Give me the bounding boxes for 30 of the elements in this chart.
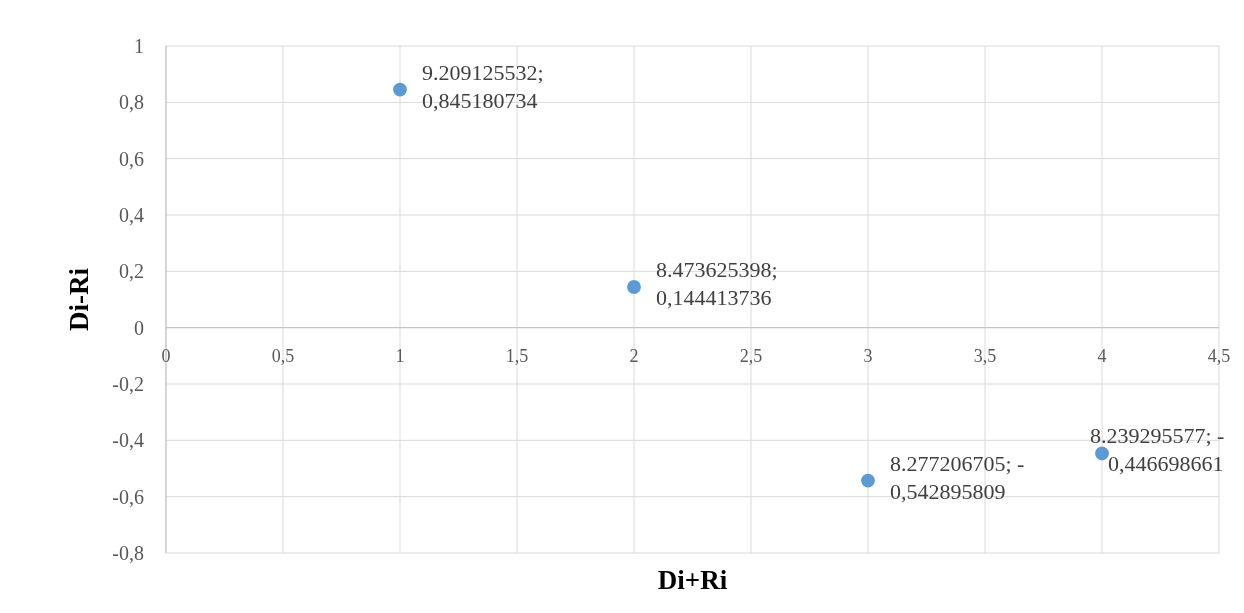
text: 8.277206705; -0,542895809: [890, 450, 1025, 504]
y-axis-title: Di-Ri: [64, 267, 94, 331]
x-tick-label: 4: [1097, 345, 1107, 366]
text: 8.239295577; -0,446698661: [1090, 423, 1225, 477]
x-tick-label: 0,5: [271, 345, 295, 366]
y-tick-label: 0,6: [119, 147, 144, 170]
x-tick-label: 2: [629, 345, 639, 366]
y-tick-label: 0,4: [119, 204, 144, 226]
y-tick-label: 1: [134, 35, 144, 57]
x-tick-label: 2,5: [739, 345, 763, 366]
x-tick-label: 4,5: [1207, 345, 1231, 366]
text: 9.209125532; 0,845180734: [422, 59, 544, 113]
point: [861, 473, 875, 488]
x-tick-label: 3,5: [973, 345, 997, 366]
point: [393, 82, 407, 97]
x-axis-title: Di+Ri: [657, 565, 728, 595]
y-tick-label: 0,2: [119, 260, 144, 283]
y-tick-label: -0,4: [112, 429, 144, 452]
x-tick-label: 0: [161, 345, 171, 366]
y-tick-label: 0,8: [119, 91, 144, 114]
y-tick-label: 0: [134, 316, 144, 339]
text: 8.473625398; 0,144413736: [656, 256, 778, 310]
y-tick-label: -0,6: [112, 485, 144, 508]
x-tick-label: 1,5: [505, 345, 529, 366]
y-tick-label: -0,2: [112, 373, 144, 395]
x-tick-label: 3: [863, 345, 873, 366]
x-tick-label: 1: [395, 345, 405, 366]
point: [1095, 446, 1109, 461]
point: [627, 280, 641, 294]
y-tick-label: -0,8: [112, 542, 144, 564]
